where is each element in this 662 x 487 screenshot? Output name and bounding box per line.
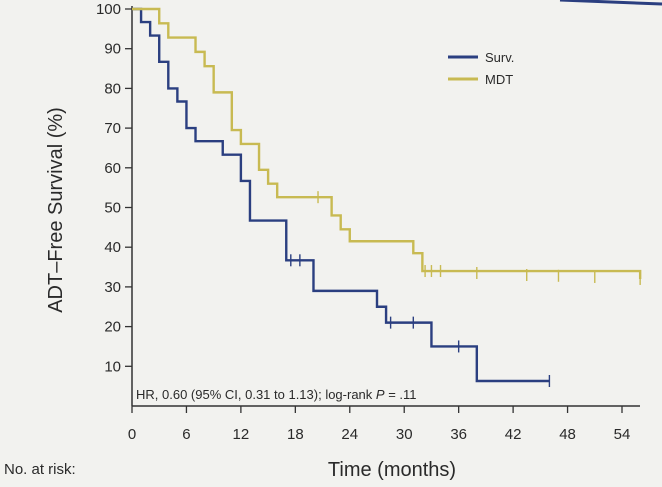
series-line-surv [132, 7, 550, 383]
y-tick-label: 60 [104, 160, 121, 177]
series-layer [132, 7, 642, 387]
y-tick-label: 10 [104, 358, 121, 375]
x-tick-label: 48 [559, 426, 576, 443]
y-tick-label: 30 [104, 279, 121, 296]
annotation-p-value: = .11 [385, 387, 417, 402]
y-tick-label: 50 [104, 200, 121, 217]
x-tick-label: 36 [450, 426, 467, 443]
x-tick-label: 0 [128, 426, 136, 443]
x-ticks: 0 6 12 18 24 30 36 42 48 54 [128, 406, 631, 443]
legend-label-surv: Surv. [485, 50, 514, 65]
series-line-mdt [132, 7, 642, 279]
y-tick-label: 40 [104, 239, 121, 256]
risk-label: No. at risk: [4, 461, 76, 478]
y-tick-label: 90 [104, 41, 121, 58]
annotation-p: P [376, 387, 385, 402]
y-ticks: 10 20 30 40 50 60 70 80 90 100 [96, 1, 132, 375]
legend-label-mdt: MDT [485, 72, 513, 87]
x-tick-label: 12 [233, 426, 250, 443]
annotation: HR, 0.60 (95% CI, 0.31 to 1.13); log-ran… [136, 387, 417, 402]
y-tick-label: 100 [96, 1, 121, 18]
y-axis-title: ADT–Free Survival (%) [45, 107, 67, 313]
x-tick-label: 42 [505, 426, 522, 443]
x-axis-title: Time (months) [328, 459, 456, 481]
annotation-main: HR, 0.60 (95% CI, 0.31 to 1.13); log-ran… [136, 387, 376, 402]
x-tick-label: 6 [182, 426, 190, 443]
x-tick-label: 54 [614, 426, 631, 443]
x-tick-label: 24 [341, 426, 358, 443]
x-tick-label: 30 [396, 426, 413, 443]
legend: Surv. MDT [448, 50, 514, 87]
y-tick-label: 80 [104, 80, 121, 97]
scan-edge-mark [559, 0, 662, 6]
y-tick-label: 20 [104, 319, 121, 336]
x-tick-label: 18 [287, 426, 304, 443]
y-tick-label: 70 [104, 120, 121, 137]
axes [131, 6, 640, 407]
